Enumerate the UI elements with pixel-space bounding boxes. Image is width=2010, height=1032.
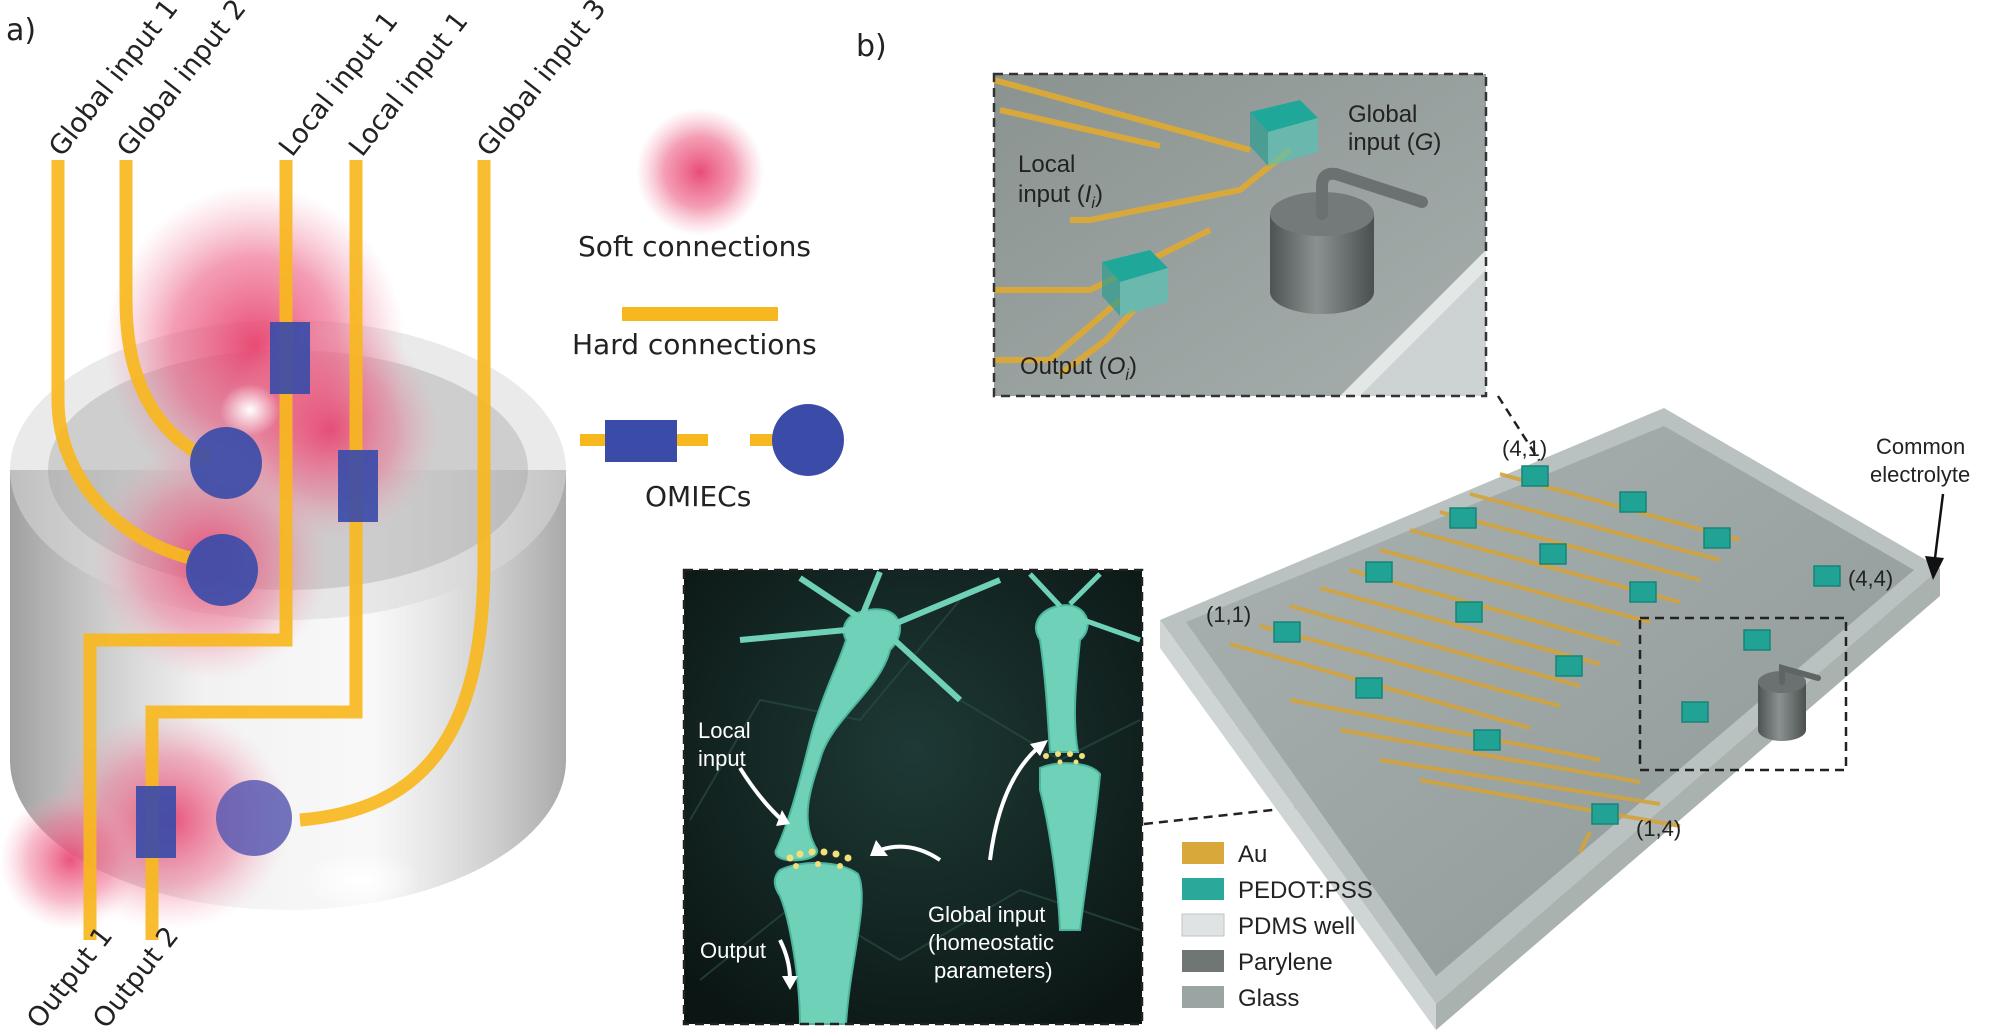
electrolyte-arrow (1925, 493, 1945, 580)
legend-soft-label: Soft connections (578, 230, 811, 263)
zoom-leader-lines (1143, 395, 1642, 826)
neuron-vesicles (786, 751, 1085, 869)
neuron-output-label: Output (700, 938, 766, 963)
electrolyte-line1: Common (1876, 434, 1965, 459)
corner-44: (4,4) (1848, 566, 1893, 591)
legend-soft-swatch (636, 108, 764, 236)
neuron-inset: Local input Output Global input (homeost… (682, 568, 1144, 1026)
legend-swatch-pedot (1182, 878, 1224, 900)
legend-omiec-label: OMIECs (645, 480, 751, 513)
legend-swatch-pdms (1181, 913, 1225, 937)
zoom-electrode-can (1270, 167, 1428, 314)
zoom-local-line1: Local (1018, 151, 1075, 178)
legend-omiec-rect (605, 420, 677, 462)
legend-label-au: Au (1238, 841, 1267, 868)
legend-swatch-glass (1182, 986, 1224, 1008)
wire-global-3 (299, 160, 491, 827)
legend-omiec-circle (772, 404, 844, 476)
material-legend: Au PEDOT:PSS PDMS well Parylene Glass (1181, 841, 1373, 1012)
corner-41: (4,1) (1502, 436, 1547, 461)
zoom-global-line1: Global (1348, 101, 1417, 128)
panel-a-legend: Soft connections Hard connections OMIECs (572, 108, 844, 513)
corner-14: (1,4) (1636, 816, 1681, 841)
omiec-circle-1 (190, 427, 262, 499)
omiec-circle-3 (216, 780, 292, 856)
panel-b-label: b) (856, 29, 887, 64)
legend-label-pedot: PEDOT:PSS (1238, 877, 1373, 904)
neuron-local-line2: input (698, 746, 746, 771)
omiec-circle-2 (186, 534, 258, 606)
wire-local-1a (83, 160, 293, 940)
legend-label-parylene: Parylene (1238, 949, 1333, 976)
omiec-rect-1 (270, 322, 310, 394)
wire-global-1 (51, 160, 192, 565)
device-array (1160, 408, 1940, 1030)
zoom-pedot-pads (1102, 100, 1318, 316)
label-global-input-3: Global input 3 (471, 0, 612, 162)
omiec-rect-3 (136, 786, 176, 858)
zoom-labels: Global input (G) Local input (Ii) Output… (1018, 101, 1441, 384)
zoom-inset: Global input (G) Local input (Ii) Output… (992, 72, 1488, 398)
array-labels: (4,1) (4,4) (1,1) (1,4) Common electroly… (1206, 434, 1970, 841)
legend-label-pdms: PDMS well (1238, 913, 1355, 940)
zoom-local-line2: input (Ii) (1018, 181, 1103, 212)
array-traces (1229, 472, 1741, 853)
legend-hard-label: Hard connections (572, 328, 817, 361)
zoom-traces (993, 77, 1292, 377)
array-electrode-can (1758, 664, 1821, 741)
array-pedot-pads (1273, 465, 1841, 825)
zoom-global-line2: input (G) (1348, 129, 1441, 156)
panel-a-label: a) (6, 13, 36, 48)
legend-swatch-au (1182, 842, 1224, 864)
input-labels: Global input 1 Global input 2 Local inpu… (43, 0, 612, 162)
neuron-local-line1: Local (698, 718, 751, 743)
label-global-input-2: Global input 2 (111, 0, 252, 162)
legend-swatch-parylene (1182, 950, 1224, 972)
corner-11: (1,1) (1206, 602, 1251, 627)
electrolyte-line2: electrolyte (1870, 462, 1970, 487)
neuron-cells (739, 570, 1141, 1025)
output-labels: Output 1 Output 2 (21, 921, 185, 1032)
neuron-global-line2: (homeostatic (928, 930, 1054, 955)
neuron-labels: Local input Output Global input (homeost… (698, 718, 1054, 983)
neuron-global-line3: parameters) (934, 958, 1053, 983)
legend-label-glass: Glass (1238, 985, 1299, 1012)
neuron-global-line1: Global input (928, 902, 1045, 927)
neuron-arrows (738, 744, 1042, 981)
omiec-devices (136, 322, 378, 858)
zoom-output-label: Output (Oi) (1020, 353, 1137, 384)
omiec-rect-2 (338, 450, 378, 522)
